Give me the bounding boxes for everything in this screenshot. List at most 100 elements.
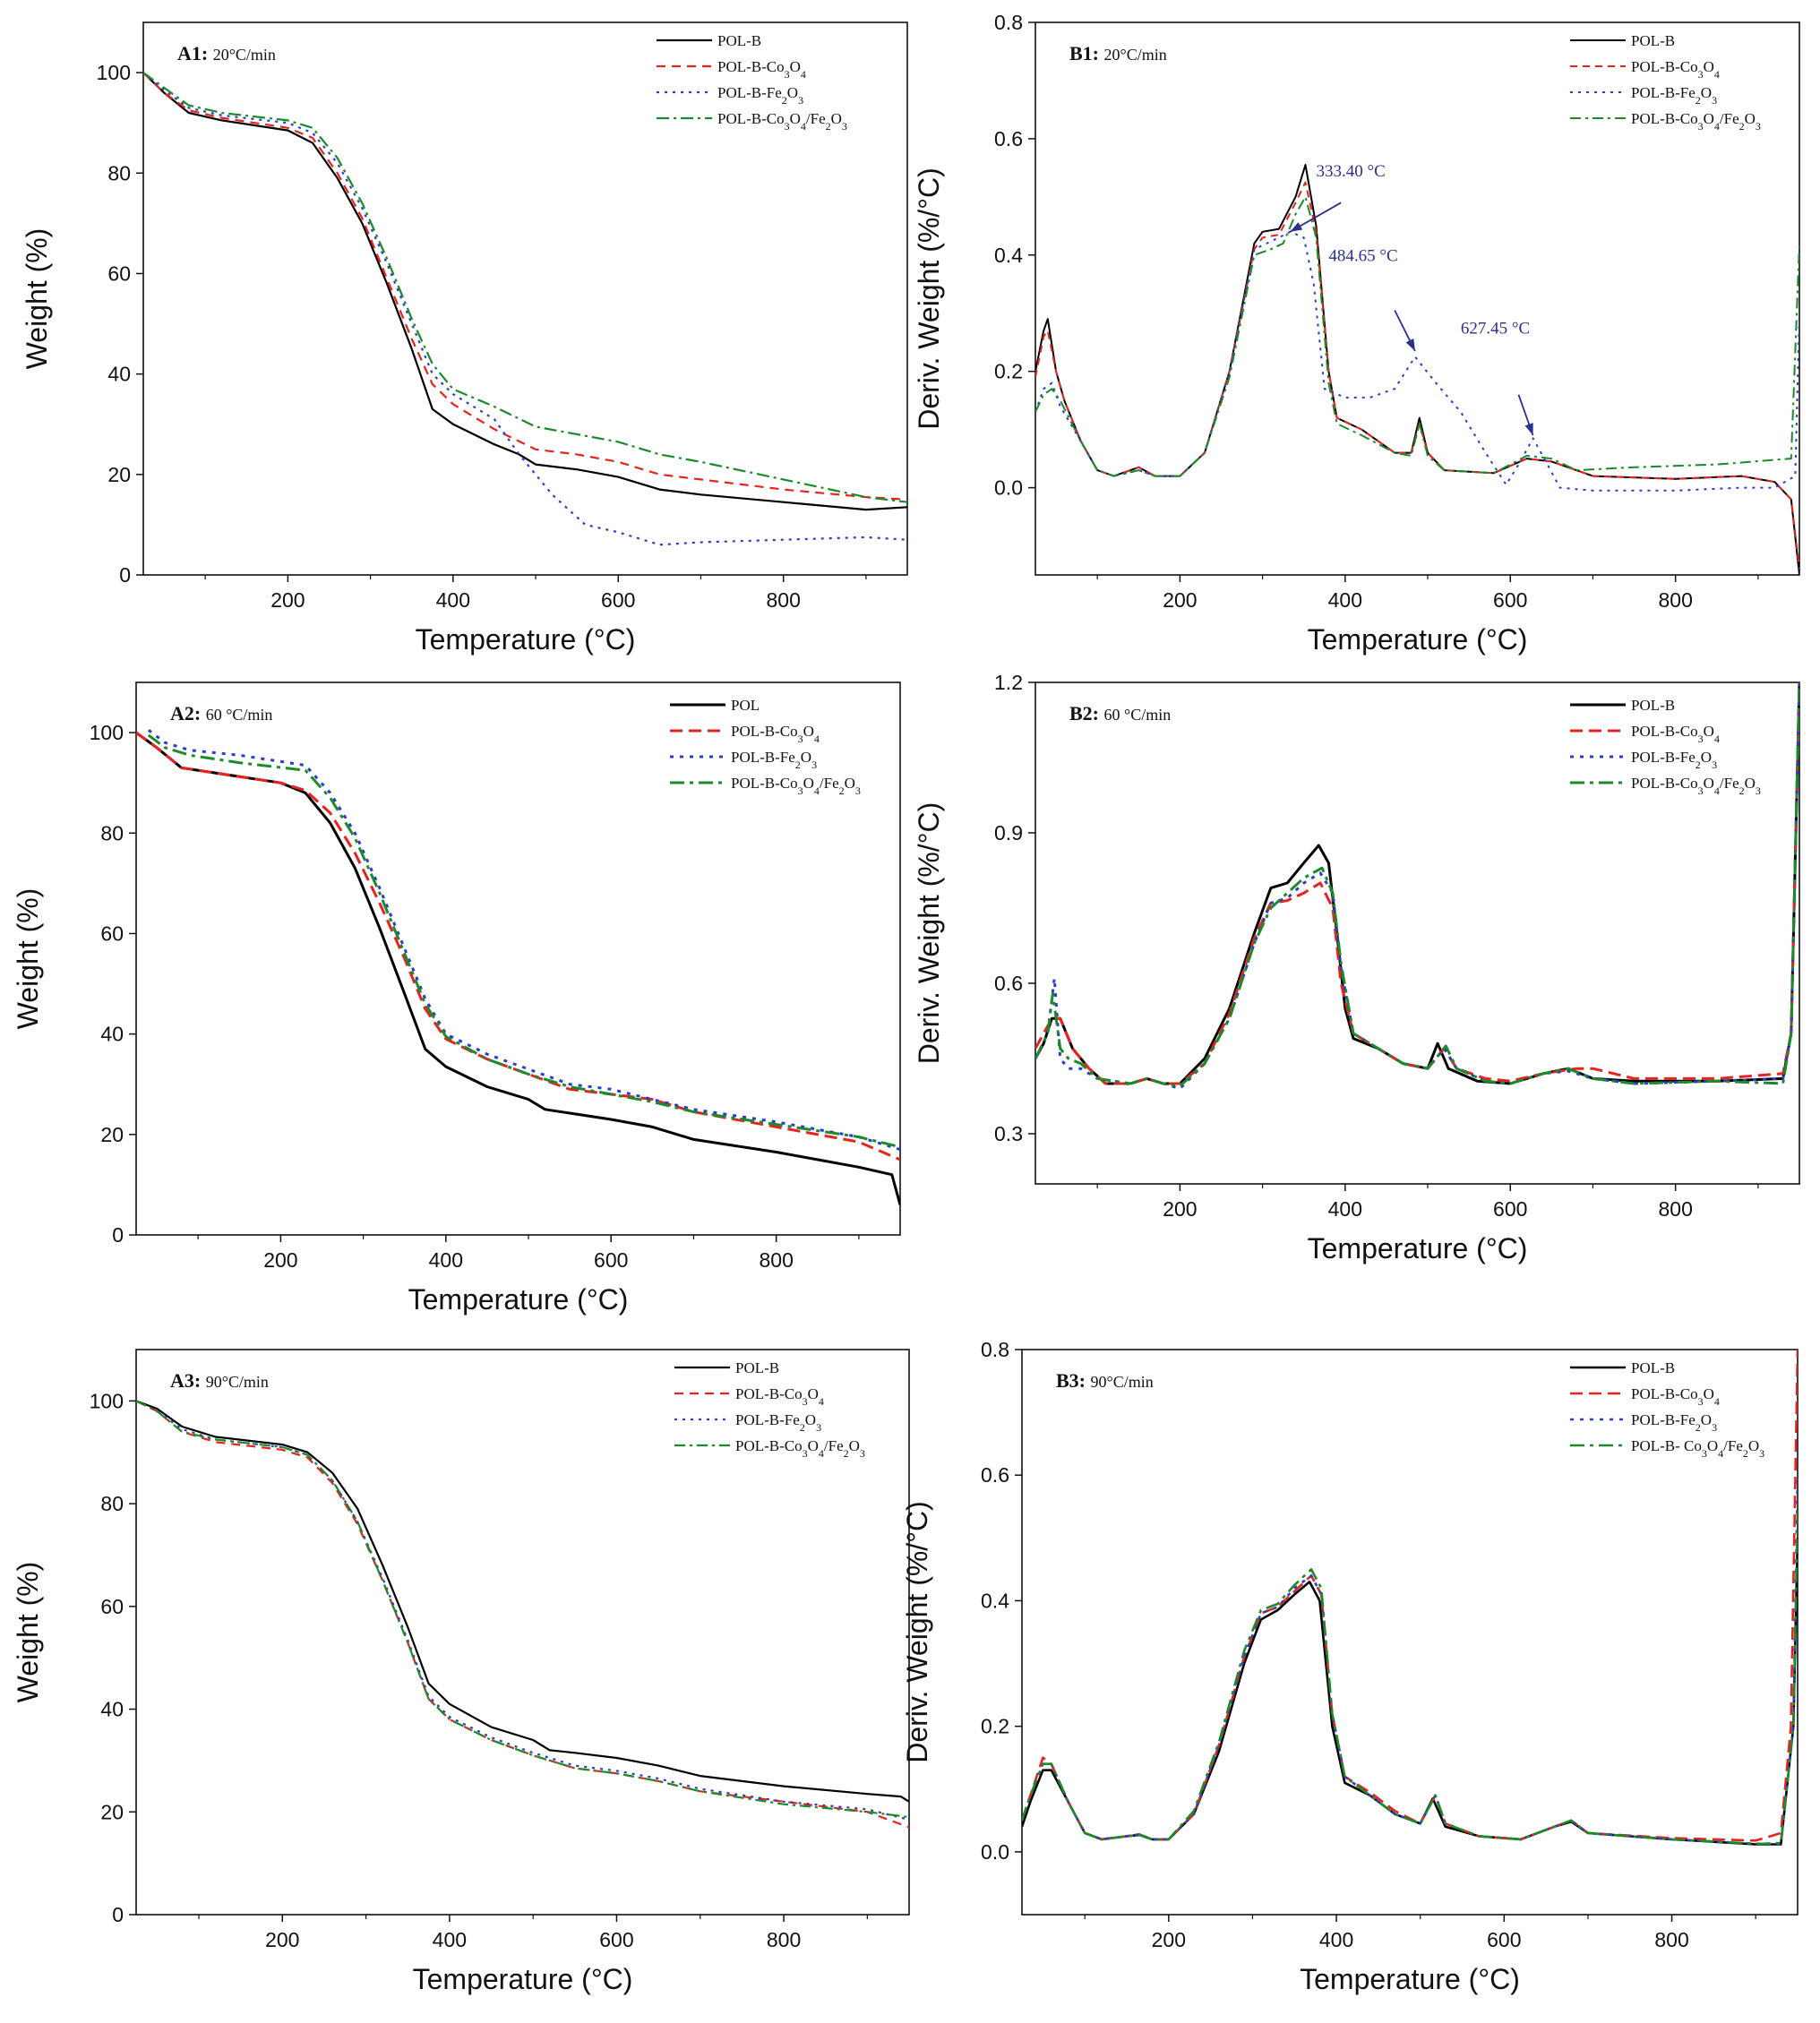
panel-b3: 200 400 600 800 0.0 0.2 0.4 0.6 0.8 Temperature (…: [901, 1338, 1799, 1995]
y-tick-label: 80: [107, 161, 131, 184]
y-tick-label: 0.2: [994, 360, 1023, 383]
x-tick-label: 200: [263, 1248, 297, 1272]
y-axis-label: Deriv. Weight (%/°C): [901, 1501, 933, 1763]
legend-entry: POL-B-Fe2O3: [1631, 1411, 1717, 1434]
x-tick-label: 600: [1493, 588, 1527, 612]
y-tick-label: 1.2: [994, 671, 1023, 694]
peak-annotation: 333.40 °C: [1317, 162, 1386, 181]
panel-b1: 200 400 600 800 0.0 0.2 0.4 0.6 0.8 Temperature (…: [913, 11, 1800, 656]
y-tick-label: 0.3: [994, 1122, 1023, 1145]
y-axis-label: Weight (%): [12, 888, 44, 1030]
y-tick-label: 20: [100, 1123, 124, 1146]
peak-annotation: 484.65 °C: [1328, 246, 1397, 265]
y-tick-label: 100: [90, 1389, 124, 1412]
y-tick-label: 0.9: [994, 821, 1023, 844]
legend-entry: POL-B-Fe2O3: [1631, 84, 1717, 107]
panel-label: A2: 60 °C/min: [170, 702, 272, 724]
legend-entry: POL-B-Co3O4: [1631, 723, 1720, 745]
series-group: [1035, 682, 1799, 1091]
y-tick-label: 20: [100, 1800, 124, 1823]
legend-entry: POL-B-Fe2O3: [1631, 749, 1717, 771]
plot-frame: [135, 1349, 910, 1916]
y-axis-label: Weight (%): [12, 1562, 44, 1703]
y-tick-label: 40: [107, 363, 131, 386]
x-tick-label: 800: [1658, 588, 1692, 612]
panel-label: B2: 60 °C/min: [1069, 702, 1171, 724]
series-line-4: [147, 733, 900, 1149]
series-group: [1035, 164, 1799, 575]
legend-entry: POL-B-Co3O4/Fe2O3: [1631, 110, 1761, 133]
legend-entry: POL-B-Co3O4/Fe2O3: [735, 1437, 865, 1460]
y-tick-label: 0.6: [981, 1463, 1009, 1487]
x-axis-label: Temperature (°C): [416, 623, 636, 656]
x-tick-label: 800: [766, 588, 800, 612]
y-tick-label: 0.8: [981, 1338, 1009, 1361]
x-axis-label: Temperature (°C): [413, 1963, 633, 1995]
y-tick-label: 0: [112, 1903, 124, 1926]
x-tick-label: 200: [265, 1928, 299, 1951]
panel-b2: 200 400 600 800 0.3 0.6 0.9 1.2 Temperature (°C)…: [913, 671, 1800, 1264]
series-group: [1022, 1350, 1798, 1846]
legend-entry: POL-B-Co3O4/Fe2O3: [1631, 775, 1761, 797]
y-tick-label: 0.4: [994, 244, 1023, 267]
x-axis-label: Temperature (°C): [1300, 1963, 1520, 1995]
legend-entry: POL-B- Co3O4/Fe2O3: [1631, 1437, 1764, 1460]
y-tick-label: 0: [112, 1223, 124, 1247]
plot-frame: [1034, 21, 1800, 576]
panel-a3: 200 400 600 800 0 20 40 60 80 100 Temperature (°C)…: [12, 1349, 910, 1995]
series-line-4: [143, 72, 907, 503]
series-line-2: [143, 72, 907, 501]
x-tick-label: 400: [1328, 1197, 1362, 1221]
x-tick-label: 400: [1328, 588, 1362, 612]
series-line-2: [136, 731, 900, 1162]
legend-entry: POL-B-Co3O4: [717, 58, 806, 81]
series-line-3: [136, 1400, 909, 1821]
x-tick-label: 200: [1163, 1197, 1197, 1221]
series-line-3: [1035, 682, 1799, 1091]
annotation-arrowhead: [1524, 423, 1533, 436]
series-line-2: [136, 1400, 909, 1829]
series-line-4: [1035, 195, 1799, 477]
series-line-2: [1035, 682, 1799, 1085]
panel-label: A1: 20°C/min: [177, 42, 276, 64]
y-tick-label: 80: [100, 821, 124, 844]
y-tick-label: 0.4: [981, 1589, 1009, 1612]
x-tick-label: 600: [601, 588, 635, 612]
legend-entry: POL-B-Co3O4: [1631, 58, 1720, 81]
y-tick-label: 0.0: [981, 1840, 1009, 1864]
x-axis-label: Temperature (°C): [408, 1283, 629, 1316]
annotation-arrowhead: [1290, 222, 1303, 232]
series-line-3: [143, 72, 907, 546]
x-axis-label: Temperature (°C): [1308, 623, 1528, 656]
x-tick-label: 600: [1493, 1197, 1527, 1221]
plot-frame: [142, 21, 908, 576]
series-group: [136, 1400, 909, 1829]
legend-entry: POL: [731, 697, 760, 714]
plot-frame: [135, 681, 901, 1236]
legend-entry: POL-B-Co3O4: [1631, 1385, 1720, 1408]
panel-a1: 200 400 600 800 0 20 40 60 80 100 Temperature (°C)…: [21, 21, 908, 656]
legend-entry: POL-B: [735, 1359, 779, 1376]
x-axis-label: Temperature (°C): [1308, 1232, 1528, 1264]
y-tick-label: 60: [100, 921, 124, 945]
legend-entry: POL-B-Co3O4/Fe2O3: [717, 110, 847, 133]
panel-label: B3: 90°C/min: [1056, 1369, 1154, 1392]
series-line-1: [136, 731, 900, 1205]
legend-entry: POL-B: [1631, 697, 1675, 714]
x-tick-label: 400: [1319, 1928, 1353, 1951]
y-tick-label: 60: [107, 261, 131, 285]
x-tick-label: 200: [1163, 588, 1197, 612]
legend-entry: POL-B-Co3O4: [731, 723, 820, 745]
y-tick-label: 80: [100, 1492, 124, 1515]
y-axis-label: Weight (%): [21, 228, 53, 370]
legend-entry: POL-B-Fe2O3: [735, 1411, 821, 1434]
y-tick-label: 40: [100, 1023, 124, 1046]
series-line-4: [136, 1400, 909, 1819]
y-tick-label: 0.6: [994, 127, 1023, 150]
y-tick-label: 0.2: [981, 1715, 1009, 1738]
legend-entry: POL-B-Co3O4/Fe2O3: [731, 775, 861, 797]
y-tick-label: 40: [100, 1698, 124, 1721]
y-tick-label: 0.0: [994, 476, 1023, 500]
y-tick-label: 0.6: [994, 972, 1023, 995]
